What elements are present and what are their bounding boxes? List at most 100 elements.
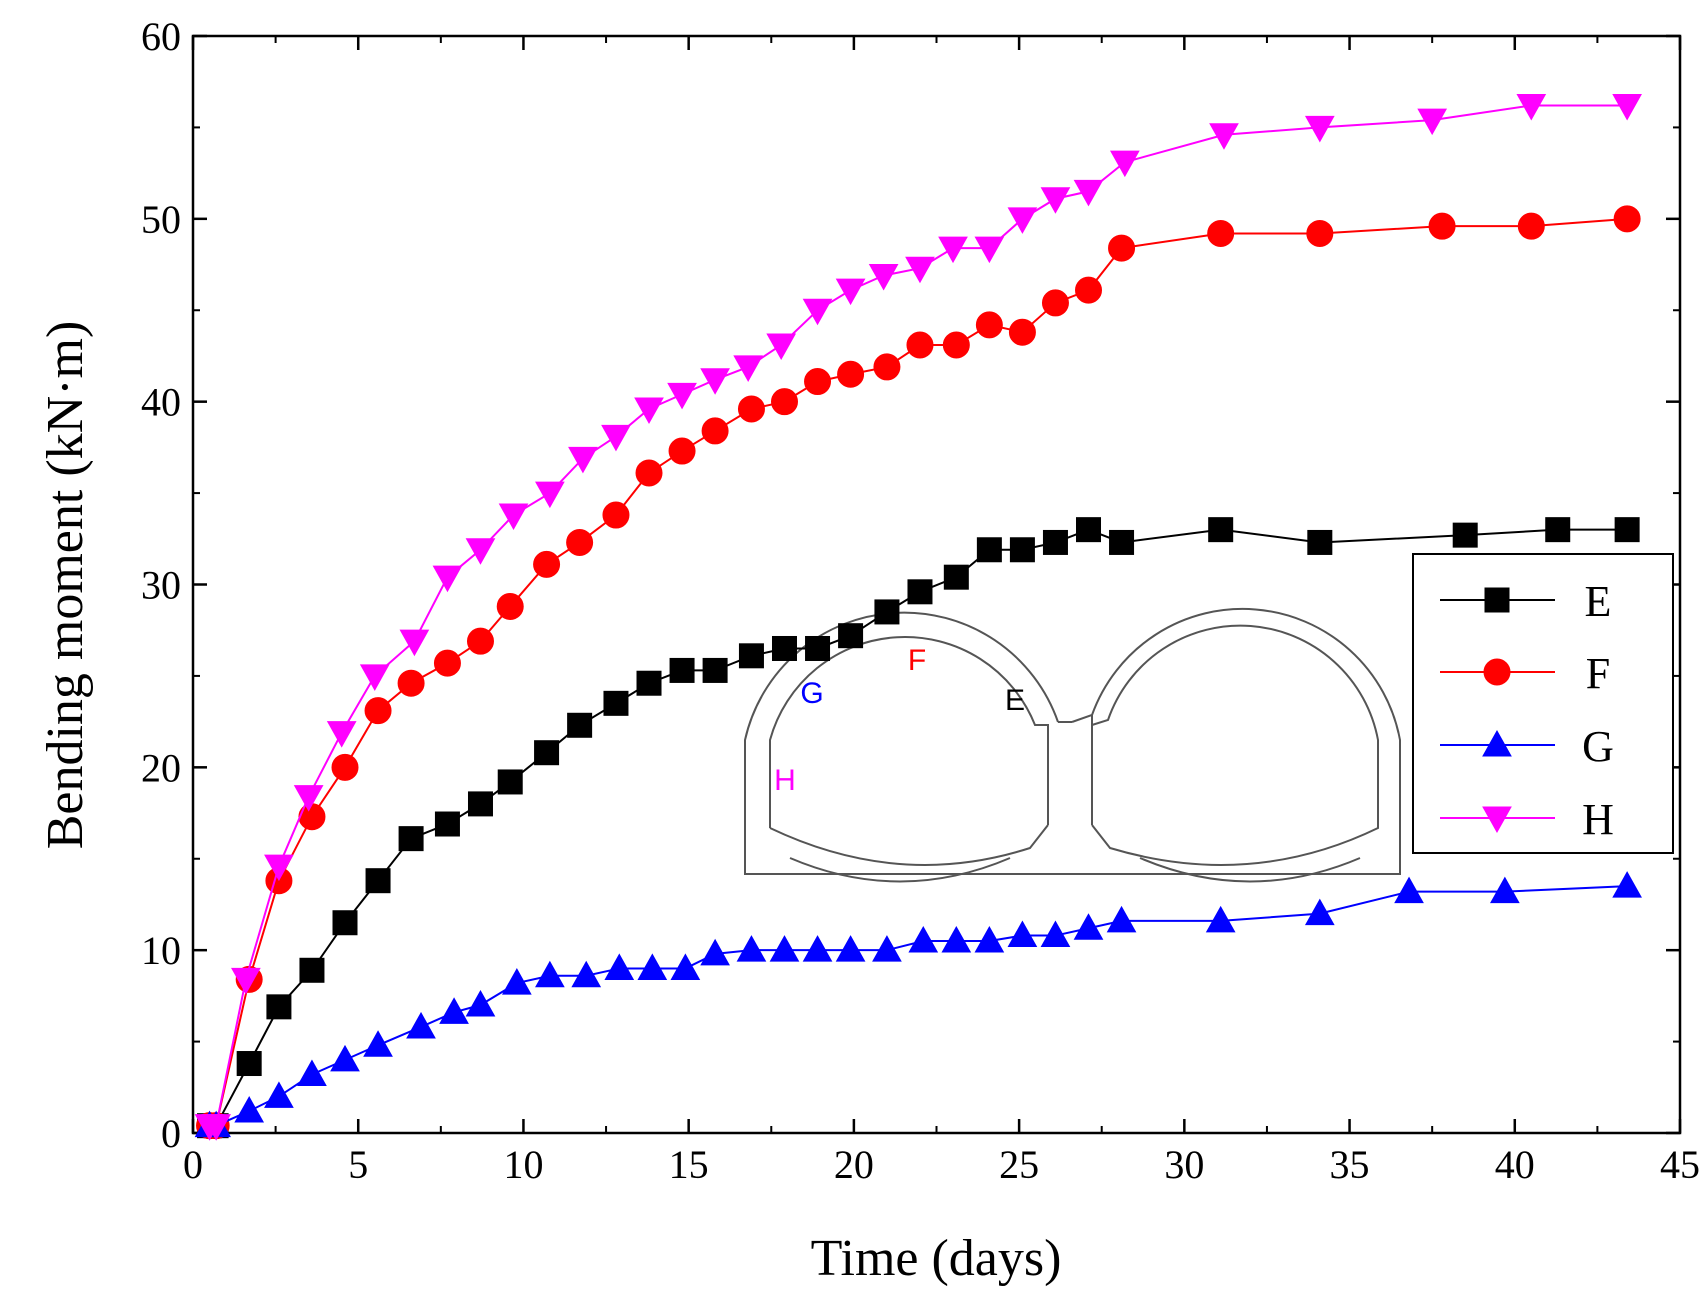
data-point-F [397, 669, 425, 697]
data-point-G [1394, 876, 1424, 904]
data-point-H [1516, 93, 1547, 121]
data-point-E [838, 623, 864, 649]
data-point-G [439, 997, 469, 1024]
y-axis-title: Bending moment (kN·m) [37, 321, 94, 850]
data-point-G [1205, 905, 1236, 933]
series-G [194, 871, 1642, 1138]
data-point-F [1306, 219, 1334, 247]
data-point-F [1108, 234, 1136, 262]
data-point-H [264, 854, 294, 882]
inset-label-E: E [1005, 684, 1025, 717]
data-point-E [702, 657, 728, 683]
data-point-F [668, 437, 696, 465]
data-point-F [770, 388, 798, 416]
data-point-G [941, 926, 972, 953]
data-point-G [465, 989, 496, 1017]
data-point-F [906, 331, 934, 359]
legend-marker-E [1484, 587, 1510, 613]
data-point-H [835, 278, 866, 306]
data-point-H [868, 264, 899, 291]
data-point-H [326, 721, 357, 748]
legend-marker-F [1483, 658, 1511, 686]
inset-label-H: H [774, 764, 796, 797]
data-point-H [938, 236, 968, 264]
data-point-E [976, 537, 1002, 563]
data-point-H [766, 333, 797, 361]
data-point-H [1007, 207, 1038, 234]
data-point-G [1304, 898, 1335, 926]
data-point-H [535, 481, 565, 509]
data-point-F [433, 649, 461, 677]
data-point-F [701, 417, 729, 445]
x-axis-title: Time (days) [811, 1230, 1062, 1287]
data-point-H [1417, 108, 1448, 136]
x-tick-label: 40 [1495, 1142, 1535, 1187]
data-point-E [1076, 517, 1102, 543]
data-point-G [1073, 913, 1104, 940]
data-point-H [1110, 150, 1140, 178]
data-point-G [1490, 876, 1520, 904]
data-point-F [566, 528, 594, 556]
data-point-G [1106, 905, 1137, 933]
data-point-F [364, 697, 392, 725]
data-point-E [874, 599, 900, 625]
data-point-E [434, 811, 460, 837]
data-point-H [601, 424, 631, 452]
series [194, 93, 1642, 1141]
x-tick-label: 5 [348, 1142, 368, 1187]
data-point-E [738, 643, 764, 669]
series-line-H [209, 104, 1628, 1127]
data-point-G [571, 960, 602, 988]
y-tick-label: 10 [141, 928, 181, 973]
data-point-F [1517, 212, 1545, 240]
data-point-G [1007, 920, 1038, 948]
y-tick-label: 40 [141, 380, 181, 425]
data-point-G [835, 935, 866, 962]
data-point-H [974, 236, 1005, 264]
x-tick-label: 15 [669, 1142, 709, 1187]
data-point-F [737, 395, 765, 423]
y-tick-label: 60 [141, 14, 181, 59]
data-point-H [905, 256, 935, 284]
x-tick-label: 25 [999, 1142, 1039, 1187]
data-point-F [1207, 219, 1235, 247]
data-point-G [234, 1096, 265, 1123]
legend-box [1412, 553, 1674, 854]
data-point-H [201, 1114, 231, 1141]
data-point-E [332, 910, 358, 936]
inset-labels: G F E H [774, 644, 1025, 797]
data-point-E [1109, 529, 1135, 555]
data-point-F [942, 331, 970, 359]
data-point-H [1612, 93, 1642, 121]
data-point-G [872, 935, 902, 962]
series-line-G [209, 885, 1628, 1127]
data-point-E [398, 826, 424, 852]
data-point-E [805, 635, 831, 661]
x-tick-label: 30 [1164, 1142, 1204, 1187]
data-point-F [804, 368, 832, 396]
tunnel-left [744, 611, 1110, 883]
data-point-H [432, 565, 463, 593]
data-point-H [1073, 179, 1104, 207]
series-H [194, 93, 1642, 1141]
x-tick-label: 0 [183, 1142, 203, 1187]
x-tick-label: 35 [1330, 1142, 1370, 1187]
data-point-E [603, 690, 629, 716]
data-point-F [873, 353, 901, 381]
data-point-F [466, 627, 494, 655]
data-point-H [667, 382, 697, 410]
data-point-E [1208, 517, 1234, 543]
data-point-G [535, 960, 565, 988]
data-point-E [771, 635, 797, 661]
y-tick-label: 0 [161, 1111, 181, 1156]
data-point-F [635, 459, 663, 487]
data-point-E [907, 579, 933, 605]
legend-label-G: G [1582, 722, 1614, 771]
data-point-G [264, 1081, 294, 1108]
data-point-H [465, 538, 496, 565]
data-point-E [636, 670, 662, 696]
data-point-G [637, 953, 668, 980]
data-point-H [634, 397, 664, 425]
data-point-H [399, 629, 430, 657]
